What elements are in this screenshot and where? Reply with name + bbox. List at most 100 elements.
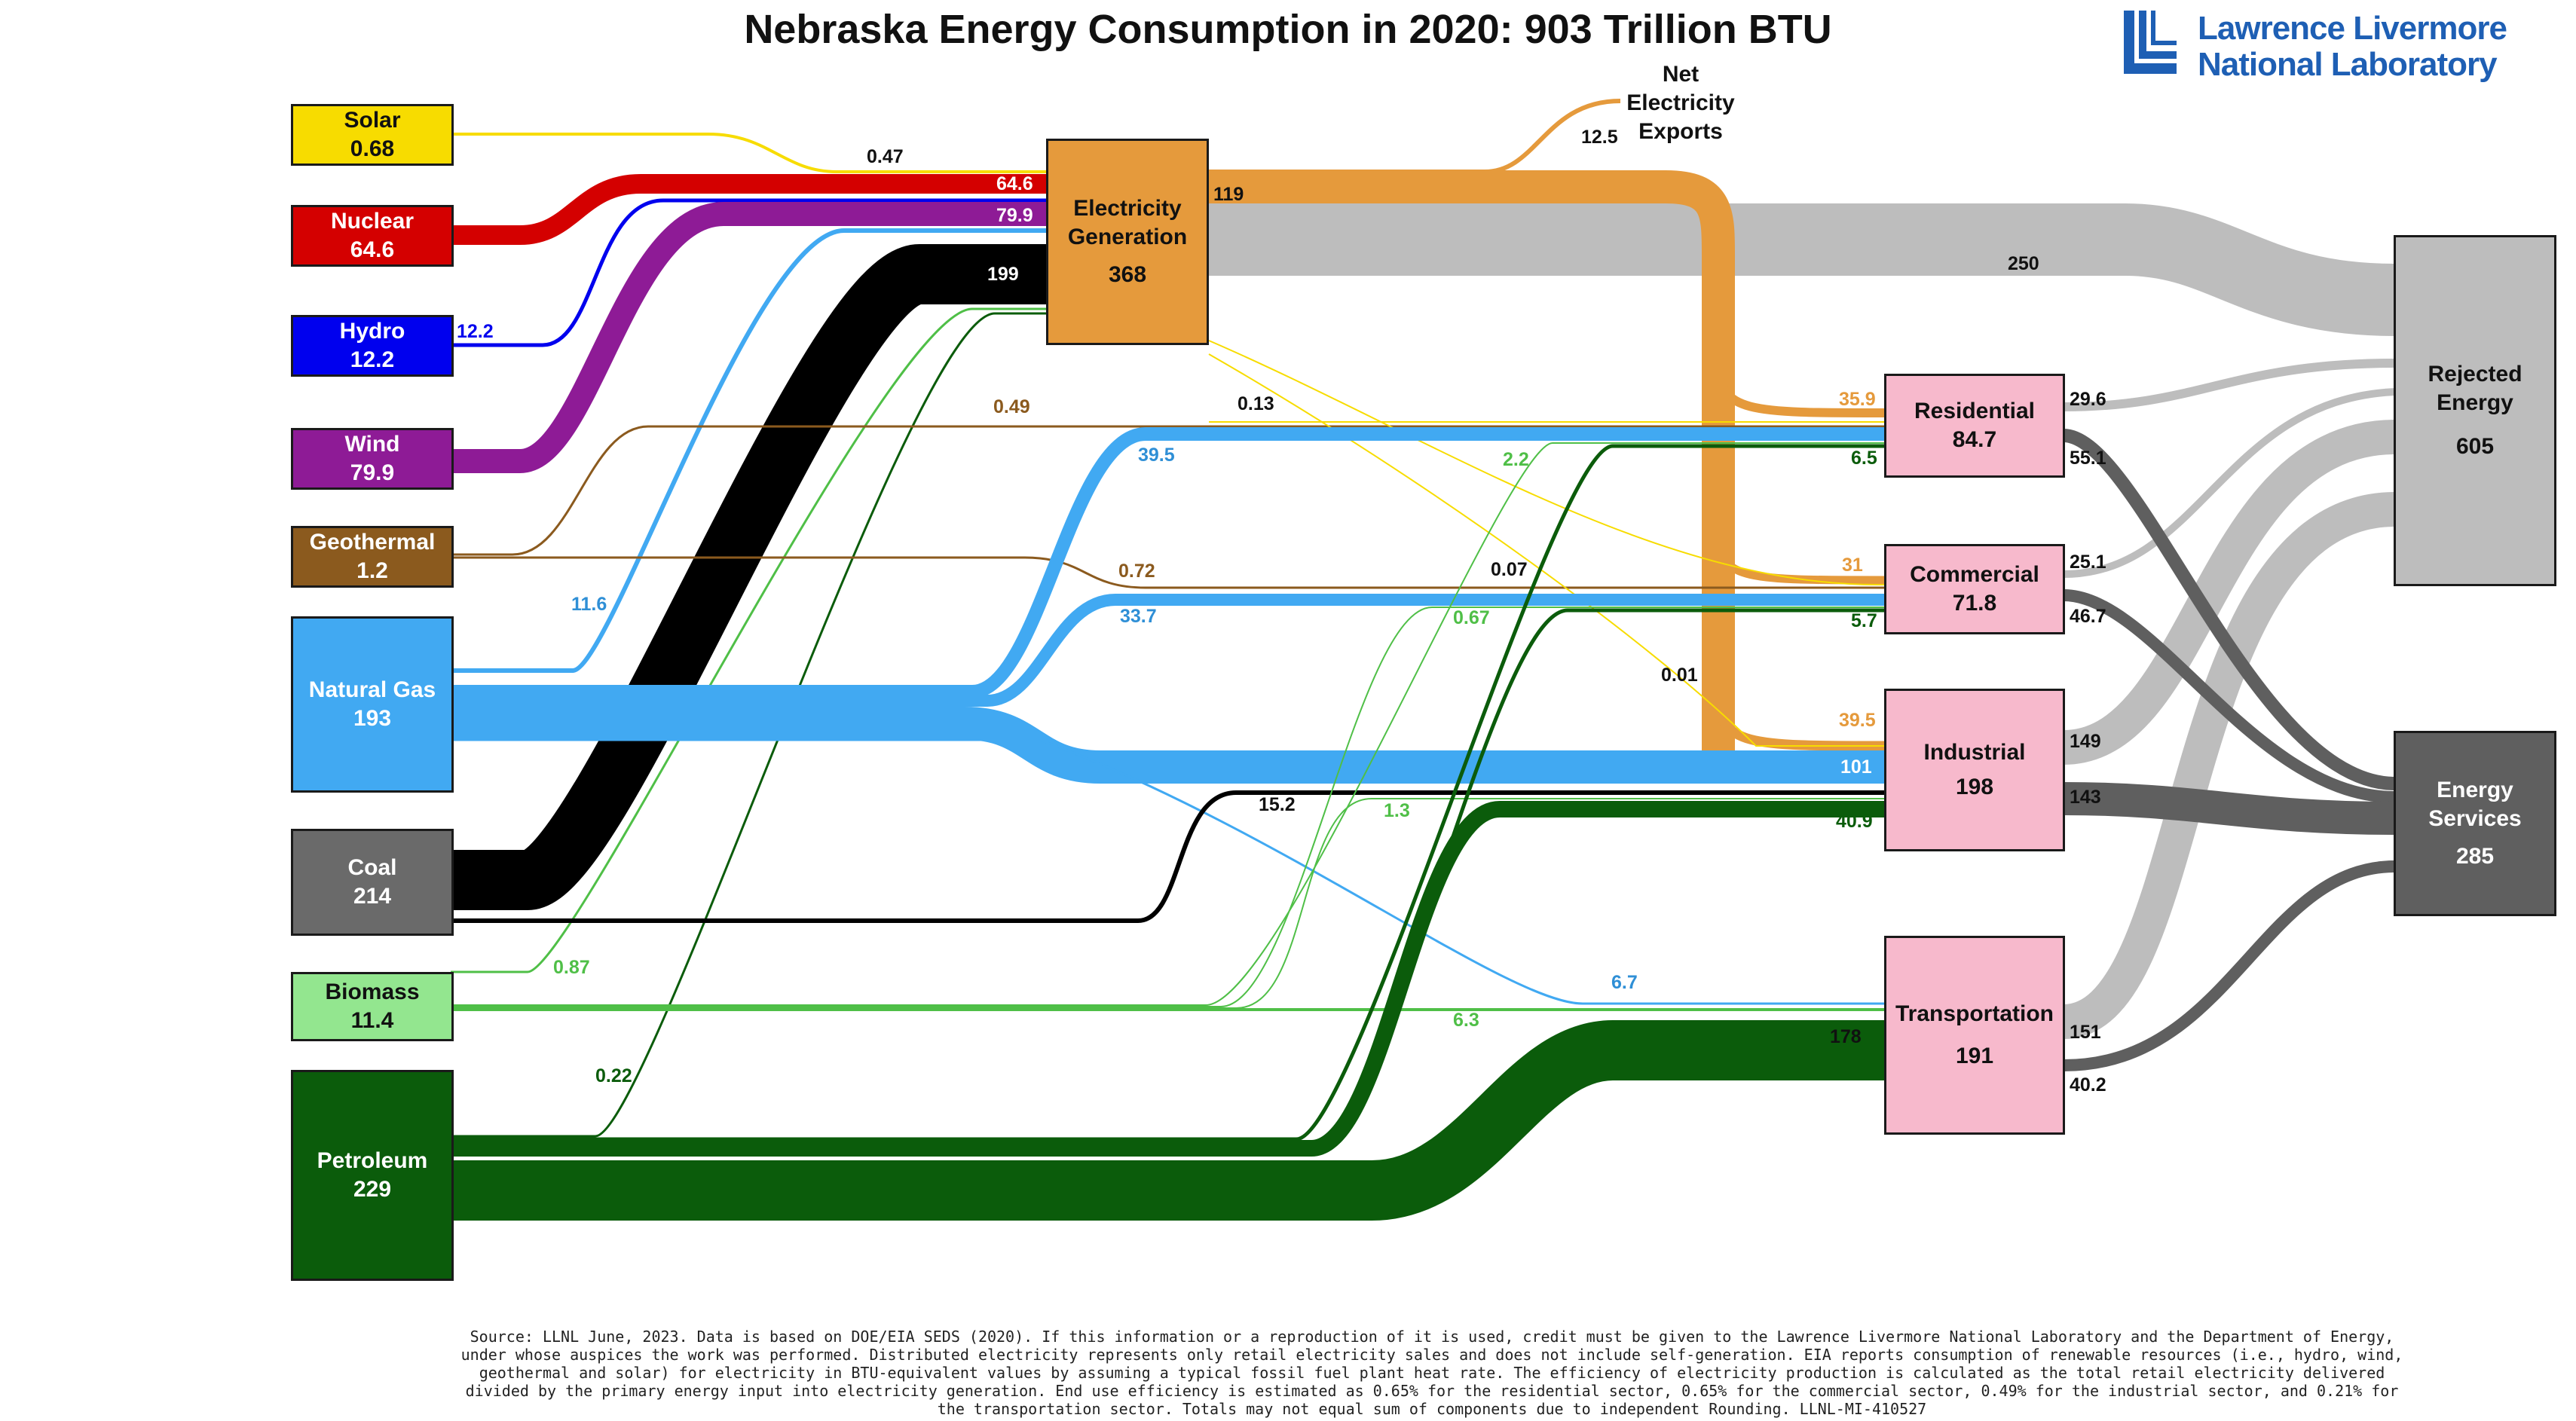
flow-gas-res	[451, 427, 1884, 698]
node-petroleum-name: Petroleum	[317, 1148, 428, 1173]
flow-elec-com	[1714, 534, 1885, 585]
label-geo-com: 0.72	[1118, 561, 1155, 582]
node-solar: Solar 0.68	[291, 104, 454, 166]
node-nuclear-name: Nuclear	[330, 209, 415, 234]
node-natural-gas-value: 193	[353, 706, 392, 731]
label-elec-out: 119	[1213, 184, 1244, 205]
flow-coal-elec	[451, 244, 1046, 910]
label-elec-com: 31	[1842, 555, 1863, 576]
node-biomass-value: 11.4	[350, 1008, 394, 1033]
flow-elec-out	[1209, 170, 1735, 784]
node-transportation: Transportation 191	[1884, 936, 2065, 1135]
label-bio-elec: 0.87	[553, 957, 590, 978]
label-gas-elec: 11.6	[571, 594, 607, 615]
node-petroleum: Petroleum 229	[291, 1070, 454, 1281]
label-trans-services: 40.2	[2070, 1074, 2106, 1096]
flow-com-services	[2063, 589, 2396, 803]
label-elec-ind: 39.5	[1839, 710, 1876, 731]
node-wind: Wind 79.9	[291, 428, 454, 490]
label-nuclear-elec: 64.6	[996, 173, 1033, 194]
node-residential: Residential 84.7	[1884, 374, 2065, 478]
node-commercial-name: Commercial	[1910, 562, 2039, 587]
node-energy-services: Energy Services 285	[2394, 731, 2556, 916]
flow-ind-services	[2063, 782, 2396, 835]
label-pet-com: 5.7	[1851, 610, 1877, 631]
flow-elec-rejected	[1209, 203, 2396, 336]
flow-gas-elec	[451, 228, 1046, 673]
node-hydro-name: Hydro	[339, 319, 405, 344]
flow-solar-com	[1208, 340, 1885, 586]
node-hydro: Hydro 12.2	[291, 315, 454, 377]
label-solar-res: 0.13	[1238, 393, 1274, 414]
label-pet-elec: 0.22	[595, 1065, 632, 1086]
label-coal-ind: 15.2	[1259, 794, 1296, 815]
flow-pet-ind	[451, 801, 1884, 1157]
node-industrial-name: Industrial	[1923, 740, 2026, 765]
label-bio-res: 2.2	[1503, 449, 1529, 470]
node-electricity-value: 368	[1108, 262, 1147, 287]
node-solar-value: 0.68	[350, 136, 395, 161]
label-pet-trans: 178	[1830, 1026, 1862, 1047]
node-geothermal-name: Geothermal	[309, 530, 436, 555]
node-solar-name: Solar	[344, 108, 401, 133]
node-commercial: Commercial 71.8	[1884, 544, 2065, 634]
node-transportation-value: 191	[1955, 1044, 1994, 1068]
label-elec-rejected: 250	[2008, 253, 2039, 274]
node-wind-value: 79.9	[350, 460, 395, 485]
flow-geo-res	[451, 425, 1884, 556]
flow-gas-trans	[451, 738, 1884, 1005]
node-rejected-energy: Rejected Energy 605	[2394, 235, 2556, 586]
label-com-services: 46.7	[2070, 606, 2106, 627]
node-electricity-name: Electricity Generation	[1067, 196, 1188, 249]
node-biomass-name: Biomass	[325, 979, 420, 1004]
label-gas-com: 33.7	[1120, 606, 1157, 627]
label-trans-rejected: 151	[2070, 1022, 2101, 1043]
chart-title: Nebraska Energy Consumption in 2020: 903…	[744, 7, 1832, 52]
label-coal-elec: 199	[987, 264, 1019, 285]
flow-geo-com	[451, 556, 1884, 589]
node-industrial-value: 198	[1955, 775, 1994, 799]
flow-trans-rejected	[2061, 492, 2396, 1039]
label-wind-elec: 79.9	[996, 205, 1033, 226]
label-res-rejected: 29.6	[2070, 389, 2106, 410]
node-rejected-name: Rejected Energy	[2428, 362, 2522, 415]
label-bio-trans: 6.3	[1453, 1010, 1479, 1031]
llnl-logo-line1: Lawrence Livermore	[2198, 10, 2507, 47]
node-natural-gas-name: Natural Gas	[308, 677, 436, 702]
node-wind-name: Wind	[344, 432, 400, 457]
label-pet-res: 6.5	[1851, 448, 1877, 469]
node-commercial-value: 71.8	[1952, 591, 1997, 616]
flow-pet-trans	[451, 1020, 1884, 1221]
label-solar-ind: 0.01	[1661, 665, 1698, 686]
source-note: Source: LLNL June, 2023. Data is based o…	[460, 1328, 2403, 1418]
label-solar-com: 0.07	[1491, 559, 1528, 580]
node-nuclear-value: 64.6	[350, 237, 395, 262]
label-gas-res: 39.5	[1138, 445, 1175, 466]
flow-nuclear-elec	[451, 174, 1046, 245]
flow-wind-elec	[451, 202, 1046, 473]
label-ind-services: 143	[2070, 787, 2101, 808]
label-gas-ind: 101	[1840, 756, 1872, 778]
flow-bio-com	[451, 607, 1884, 1007]
label-bio-com: 0.67	[1453, 607, 1490, 628]
flow-com-rejected	[2063, 388, 2396, 578]
node-coal: Coal 214	[291, 829, 454, 936]
flow-gas-com	[451, 594, 1884, 707]
node-residential-value: 84.7	[1952, 427, 1997, 452]
label-bio-ind: 1.3	[1384, 800, 1410, 821]
flow-bio-res	[451, 442, 1884, 1006]
label-hydro-elec: 12.2	[457, 321, 494, 342]
label-com-rejected: 25.1	[2070, 552, 2106, 573]
label-elec-res: 35.9	[1839, 389, 1876, 410]
node-electricity-generation: Electricity Generation 368	[1046, 139, 1209, 345]
flow-pet-res	[451, 444, 1884, 1141]
flow-bio-ind	[451, 798, 1884, 1009]
node-coal-name: Coal	[347, 855, 397, 880]
label-pet-ind: 40.9	[1836, 811, 1873, 832]
node-geothermal-value: 1.2	[356, 558, 388, 583]
node-industrial: Industrial 198	[1884, 689, 2065, 851]
node-residential-name: Residential	[1914, 399, 2036, 423]
node-coal-value: 214	[353, 884, 392, 909]
